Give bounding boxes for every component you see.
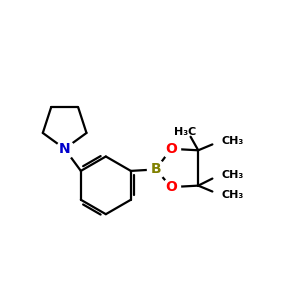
Text: CH₃: CH₃ (221, 136, 244, 146)
Text: CH₃: CH₃ (221, 170, 244, 180)
Text: N: N (59, 142, 70, 156)
Text: O: O (165, 142, 177, 156)
Text: CH₃: CH₃ (221, 190, 244, 200)
Text: H₃C: H₃C (175, 127, 197, 137)
Text: B: B (151, 162, 161, 176)
Text: O: O (165, 180, 177, 194)
